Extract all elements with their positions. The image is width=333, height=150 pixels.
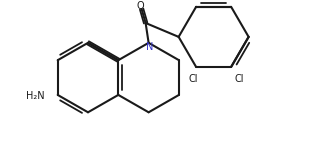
Text: O: O	[137, 1, 145, 11]
Text: Cl: Cl	[188, 74, 198, 84]
Text: Cl: Cl	[234, 74, 244, 84]
Text: H₂N: H₂N	[26, 91, 45, 101]
Text: N: N	[146, 42, 153, 52]
